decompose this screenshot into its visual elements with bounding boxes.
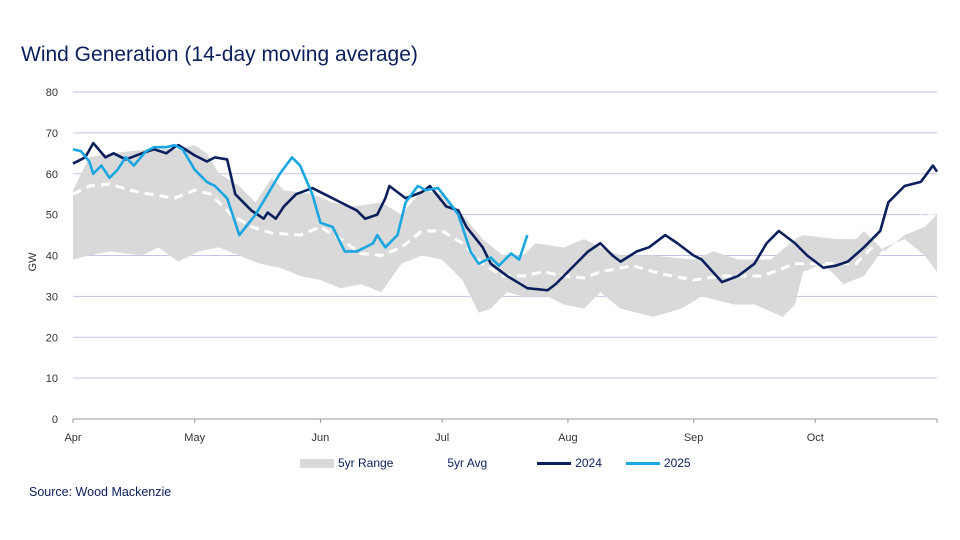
legend: 5yr Range 5yr Avg 2024 2025 xyxy=(300,456,705,470)
x-tick-label: Jun xyxy=(312,432,330,444)
x-tick-label: Oct xyxy=(807,432,824,444)
legend-label-2024: 2024 xyxy=(575,456,602,470)
y-tick-label: 10 xyxy=(46,373,58,385)
legend-swatch-2025 xyxy=(625,461,660,465)
range-band xyxy=(73,145,937,317)
y-tick-label: 0 xyxy=(52,414,58,426)
series-line-2025 xyxy=(72,143,529,268)
source-note: Source: Wood Mackenzie xyxy=(29,485,172,499)
chart-title: Wind Generation (14-day moving average) xyxy=(21,43,418,66)
legend-label-range: 5yr Range xyxy=(338,456,394,470)
legend-swatch-avg xyxy=(493,460,524,466)
y-tick-label: 60 xyxy=(46,169,58,181)
x-tick-label: Sep xyxy=(684,432,704,444)
y-tick-label: 30 xyxy=(46,291,58,303)
series-line-2024 xyxy=(72,141,939,292)
x-tick-label: Aug xyxy=(558,432,578,444)
legend-item-avg: 5yr Avg xyxy=(447,456,524,470)
legend-label-avg: 5yr Avg xyxy=(447,456,488,470)
y-tick-label: 80 xyxy=(46,87,58,99)
y-axis-label: GW xyxy=(27,252,39,272)
legend-item-range: 5yr Range xyxy=(300,456,393,470)
y-tick-label: 20 xyxy=(46,332,58,344)
x-tick-label: May xyxy=(184,432,205,444)
legend-swatch-range xyxy=(300,458,334,468)
y-tick-label: 40 xyxy=(46,251,58,263)
legend-label-2025: 2025 xyxy=(663,456,691,470)
legend-item-2025: 2025 xyxy=(625,456,691,470)
x-tick-label: Apr xyxy=(64,432,81,444)
x-tick-label: Jul xyxy=(435,432,449,444)
legend-item-2024: 2024 xyxy=(537,456,602,470)
legend-swatch-2024 xyxy=(537,461,572,465)
y-tick-label: 70 xyxy=(46,128,58,140)
series-line-avg xyxy=(72,182,938,282)
y-tick-label: 50 xyxy=(46,210,58,222)
